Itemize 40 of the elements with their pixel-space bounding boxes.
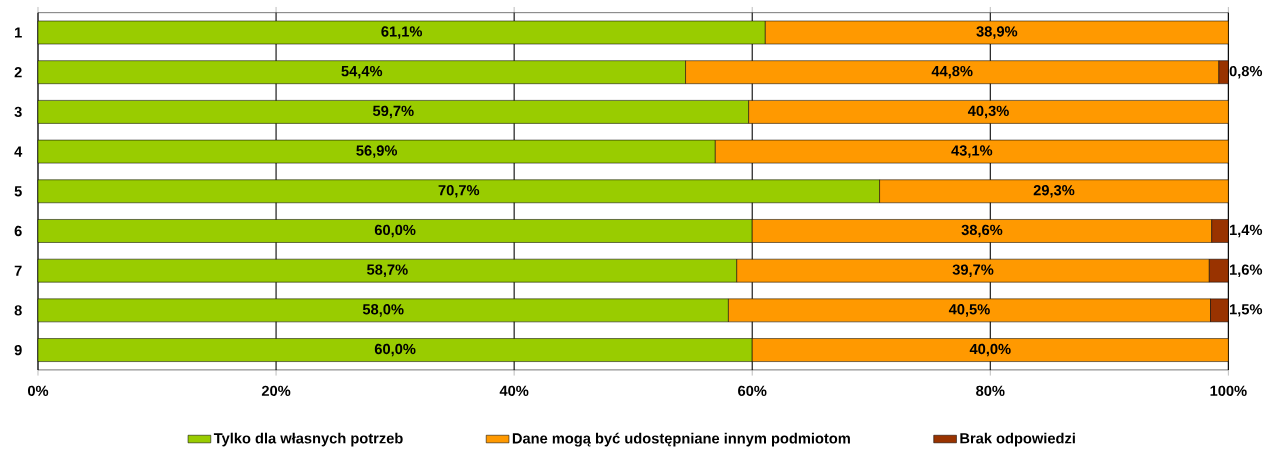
data-label: 43,1% <box>951 145 993 158</box>
x-tick-label: 20% <box>261 385 291 397</box>
data-label: 58,7% <box>367 264 408 277</box>
data-label: 60,0% <box>374 224 416 238</box>
x-tick-label: 0% <box>27 385 49 397</box>
x-tick-label: 80% <box>976 385 1005 397</box>
data-label: 44,8% <box>931 66 973 79</box>
y-tick-label: 9 <box>14 344 22 356</box>
data-label: 40,3% <box>967 105 1009 119</box>
x-tick-label: 100% <box>1210 385 1247 397</box>
data-label: 1,4% <box>1229 224 1263 238</box>
data-label: 38,9% <box>976 26 1018 39</box>
y-tick-label: 5 <box>14 186 22 197</box>
data-label: 59,7% <box>372 105 414 119</box>
y-tick-label: 8 <box>14 305 22 316</box>
data-label: 39,7% <box>952 264 994 277</box>
data-label: 60,0% <box>374 343 416 357</box>
x-tick-label: 40% <box>499 385 529 397</box>
y-tick-label: 3 <box>14 106 22 118</box>
y-tick-label: 6 <box>14 225 22 237</box>
legend-label: Dane mogą być udostępniane innym podmiotom <box>512 432 850 447</box>
data-label: 58,0% <box>362 304 404 317</box>
x-tick-label: 60% <box>738 385 767 397</box>
data-label: 1,5% <box>1229 304 1263 317</box>
data-label: 56,9% <box>356 145 398 158</box>
data-label: 61,1% <box>381 26 423 39</box>
data-label: 29,3% <box>1033 185 1075 198</box>
data-label: 70,7% <box>438 185 480 198</box>
data-label: 40,0% <box>969 343 1011 357</box>
y-tick-label: 7 <box>14 265 22 276</box>
data-label: 54,4% <box>341 66 383 79</box>
data-label: 38,6% <box>961 224 1003 238</box>
data-label: 1,6% <box>1229 264 1263 277</box>
y-tick-label: 2 <box>14 67 22 78</box>
y-tick-label: 4 <box>14 146 23 157</box>
data-label: 40,5% <box>948 304 990 317</box>
y-tick-label: 1 <box>15 27 22 38</box>
data-label: 0,8% <box>1229 66 1263 79</box>
legend-label: Tylko dla własnych potrzeb <box>213 432 403 447</box>
legend-label: Brak odpowiedzi <box>960 432 1075 447</box>
